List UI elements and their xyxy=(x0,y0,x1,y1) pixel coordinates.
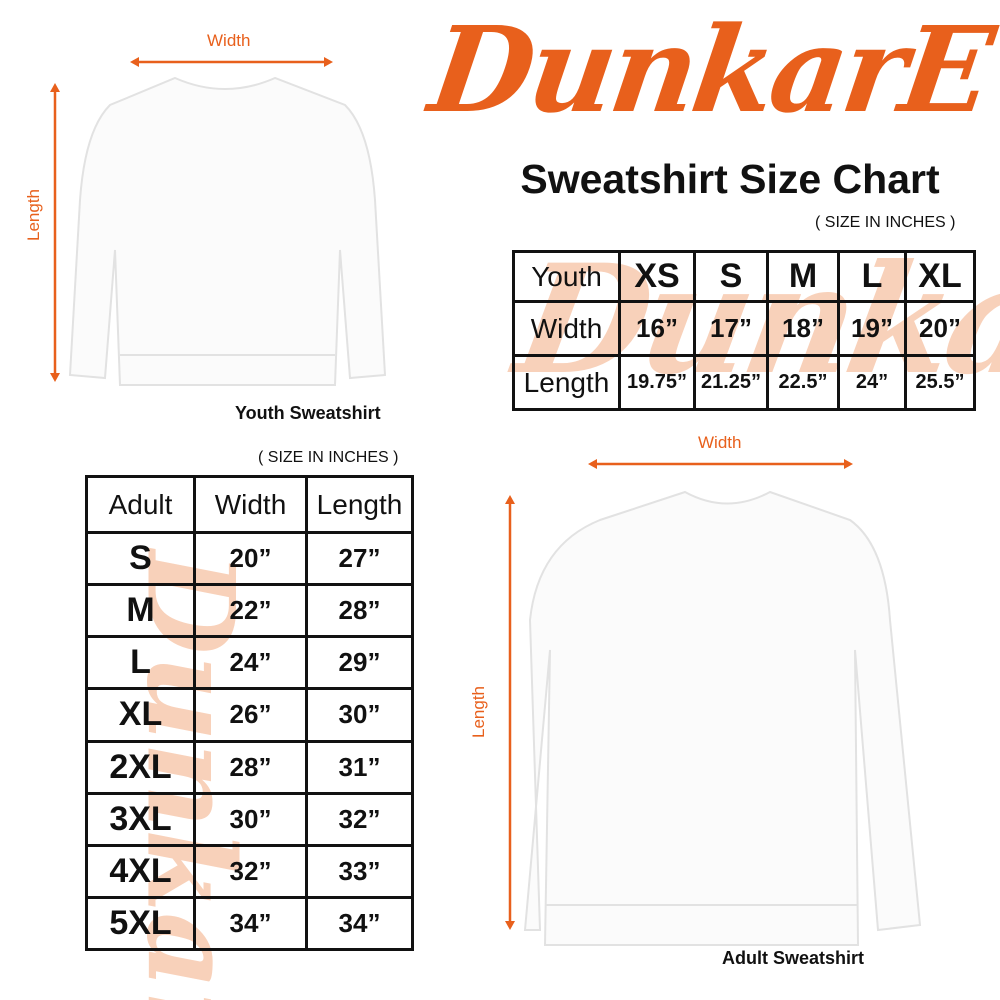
table-row: XL 26” 30” xyxy=(85,687,414,743)
youth-header-row: Youth XS S M L XL xyxy=(512,250,976,303)
size-label: 4XL xyxy=(85,843,196,899)
size-label: 5XL xyxy=(85,895,196,952)
page-title: Sweatshirt Size Chart xyxy=(520,156,940,202)
table-row: 2XL 28” 31” xyxy=(85,739,414,795)
table-row: Length 19.75” 21.25” 22.5” 24” 25.5” xyxy=(512,354,976,411)
table-cell: 20” xyxy=(904,300,976,357)
header-cell: Length xyxy=(305,474,414,535)
table-cell: 22.5” xyxy=(766,354,840,411)
adult-width-label: Width xyxy=(698,433,742,452)
table-row: 4XL 32” 33” xyxy=(85,843,414,899)
table-cell: 30” xyxy=(193,791,308,847)
table-row: M 22” 28” xyxy=(85,583,414,639)
table-cell: 17” xyxy=(693,300,769,357)
row-label: Width xyxy=(512,300,621,357)
table-cell: 28” xyxy=(193,739,308,795)
header-cell: Adult xyxy=(85,474,196,535)
table-cell: 24” xyxy=(837,354,907,411)
row-label: Length xyxy=(512,354,621,411)
table-cell: 34” xyxy=(193,895,308,952)
header-cell: L xyxy=(837,250,907,303)
table-row: S 20” 27” xyxy=(85,531,414,587)
table-cell: 19” xyxy=(837,300,907,357)
table-cell: 27” xyxy=(305,531,414,587)
header-cell: XL xyxy=(904,250,976,303)
table-cell: 26” xyxy=(193,687,308,743)
table-row: L 24” 29” xyxy=(85,635,414,691)
table-cell: 28” xyxy=(305,583,414,639)
header-cell: Width xyxy=(193,474,308,535)
youth-sweatshirt-image xyxy=(68,76,387,386)
table-cell: 21.25” xyxy=(693,354,769,411)
table-cell: 29” xyxy=(305,635,414,691)
table-cell: 33” xyxy=(305,843,414,899)
table-cell: 31” xyxy=(305,739,414,795)
size-label: 3XL xyxy=(85,791,196,847)
table-cell: 18” xyxy=(766,300,840,357)
table-cell: 24” xyxy=(193,635,308,691)
table-cell: 22” xyxy=(193,583,308,639)
adult-length-label: Length xyxy=(469,686,488,738)
adult-header-row: Adult Width Length xyxy=(85,474,414,535)
table-cell: 19.75” xyxy=(618,354,696,411)
size-label: S xyxy=(85,531,196,587)
header-cell: XS xyxy=(618,250,696,303)
measure-arrows xyxy=(50,57,853,930)
youth-width-label: Width xyxy=(207,31,251,50)
size-label: L xyxy=(85,635,196,691)
youth-units-note: ( SIZE IN INCHES ) xyxy=(815,214,956,231)
table-row: 5XL 34” 34” xyxy=(85,895,414,952)
header-cell: Youth xyxy=(512,250,621,303)
table-cell: 32” xyxy=(193,843,308,899)
size-label: XL xyxy=(85,687,196,743)
table-cell: 25.5” xyxy=(904,354,976,411)
youth-size-table: Youth XS S M L XL Width 16” 17” 18” 19” … xyxy=(512,250,976,411)
adult-caption: Adult Sweatshirt xyxy=(722,948,865,968)
table-cell: 30” xyxy=(305,687,414,743)
brand-logo: DunkarE xyxy=(422,0,998,139)
size-label: 2XL xyxy=(85,739,196,795)
header-cell: S xyxy=(693,250,769,303)
table-cell: 34” xyxy=(305,895,414,952)
adult-size-table: Adult Width Length S 20” 27” M 22” 28” L 24” 29”… xyxy=(85,474,414,952)
table-row: 3XL 30” 32” xyxy=(85,791,414,847)
youth-length-label: Length xyxy=(24,189,43,241)
size-label: M xyxy=(85,583,196,639)
youth-caption: Youth Sweatshirt xyxy=(235,403,381,423)
adult-units-note: ( SIZE IN INCHES ) xyxy=(258,449,399,466)
adult-sweatshirt-image xyxy=(523,490,922,946)
header-cell: M xyxy=(766,250,840,303)
table-row: Width 16” 17” 18” 19” 20” xyxy=(512,300,976,357)
table-cell: 16” xyxy=(618,300,696,357)
table-cell: 20” xyxy=(193,531,308,587)
table-cell: 32” xyxy=(305,791,414,847)
